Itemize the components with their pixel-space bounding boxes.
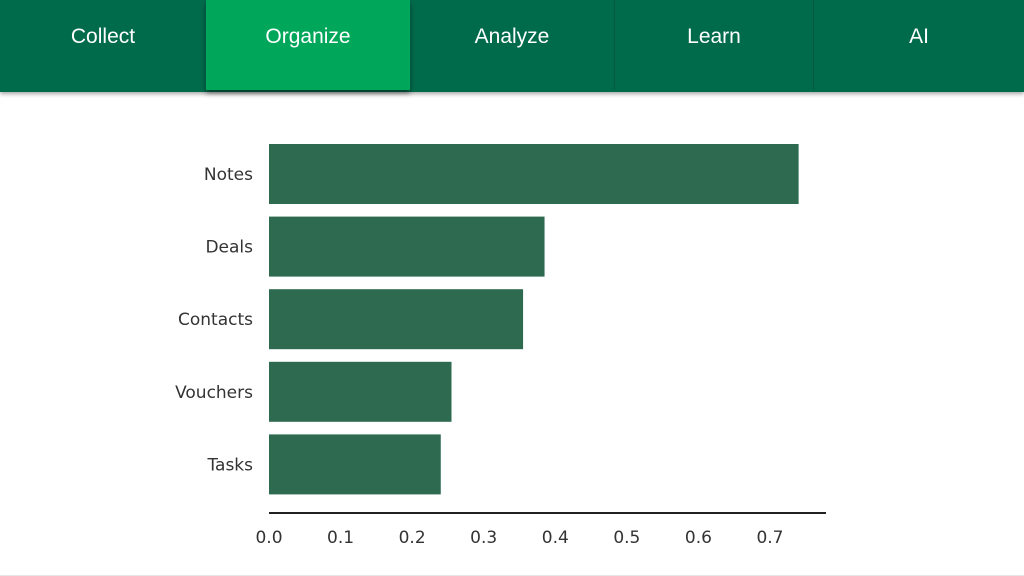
x-tick-label: 0.5 (613, 528, 640, 548)
chart-area: Notes Deals Contacts Vouchers Tasks 0.0 0.1 0.2… (0, 92, 1024, 576)
category-label-notes: Notes (204, 165, 253, 185)
tab-organize[interactable]: Organize (206, 0, 410, 90)
tab-learn[interactable]: Learn (614, 0, 813, 90)
bar-chart: Notes Deals Contacts Vouchers Tasks 0.0 0.1 0.2… (175, 144, 826, 548)
bar-contacts (269, 289, 524, 350)
x-tick-label: 0.4 (542, 528, 569, 548)
top-navigation: Collect Organize Analyze Learn AI (0, 0, 1024, 92)
tab-analyze[interactable]: Analyze (474, 25, 550, 48)
tab-ai[interactable]: AI (813, 0, 1024, 90)
x-tick-label: 0.7 (756, 528, 783, 548)
x-tick-label: 0.2 (399, 528, 426, 548)
category-label-deals: Deals (205, 238, 253, 258)
bar-tasks (269, 434, 441, 495)
bar-vouchers (269, 361, 452, 422)
x-tick-label: 0.6 (685, 528, 712, 548)
x-tick-label: 0.1 (327, 528, 354, 548)
category-label-contacts: Contacts (178, 310, 253, 330)
category-label-vouchers: Vouchers (175, 383, 253, 403)
bar-deals (269, 216, 545, 277)
category-label-tasks: Tasks (206, 455, 253, 475)
tab-collect[interactable]: Collect (70, 25, 136, 48)
x-tick-label: 0.0 (255, 528, 282, 548)
bar-notes (269, 144, 799, 204)
x-tick-label: 0.3 (470, 528, 497, 548)
